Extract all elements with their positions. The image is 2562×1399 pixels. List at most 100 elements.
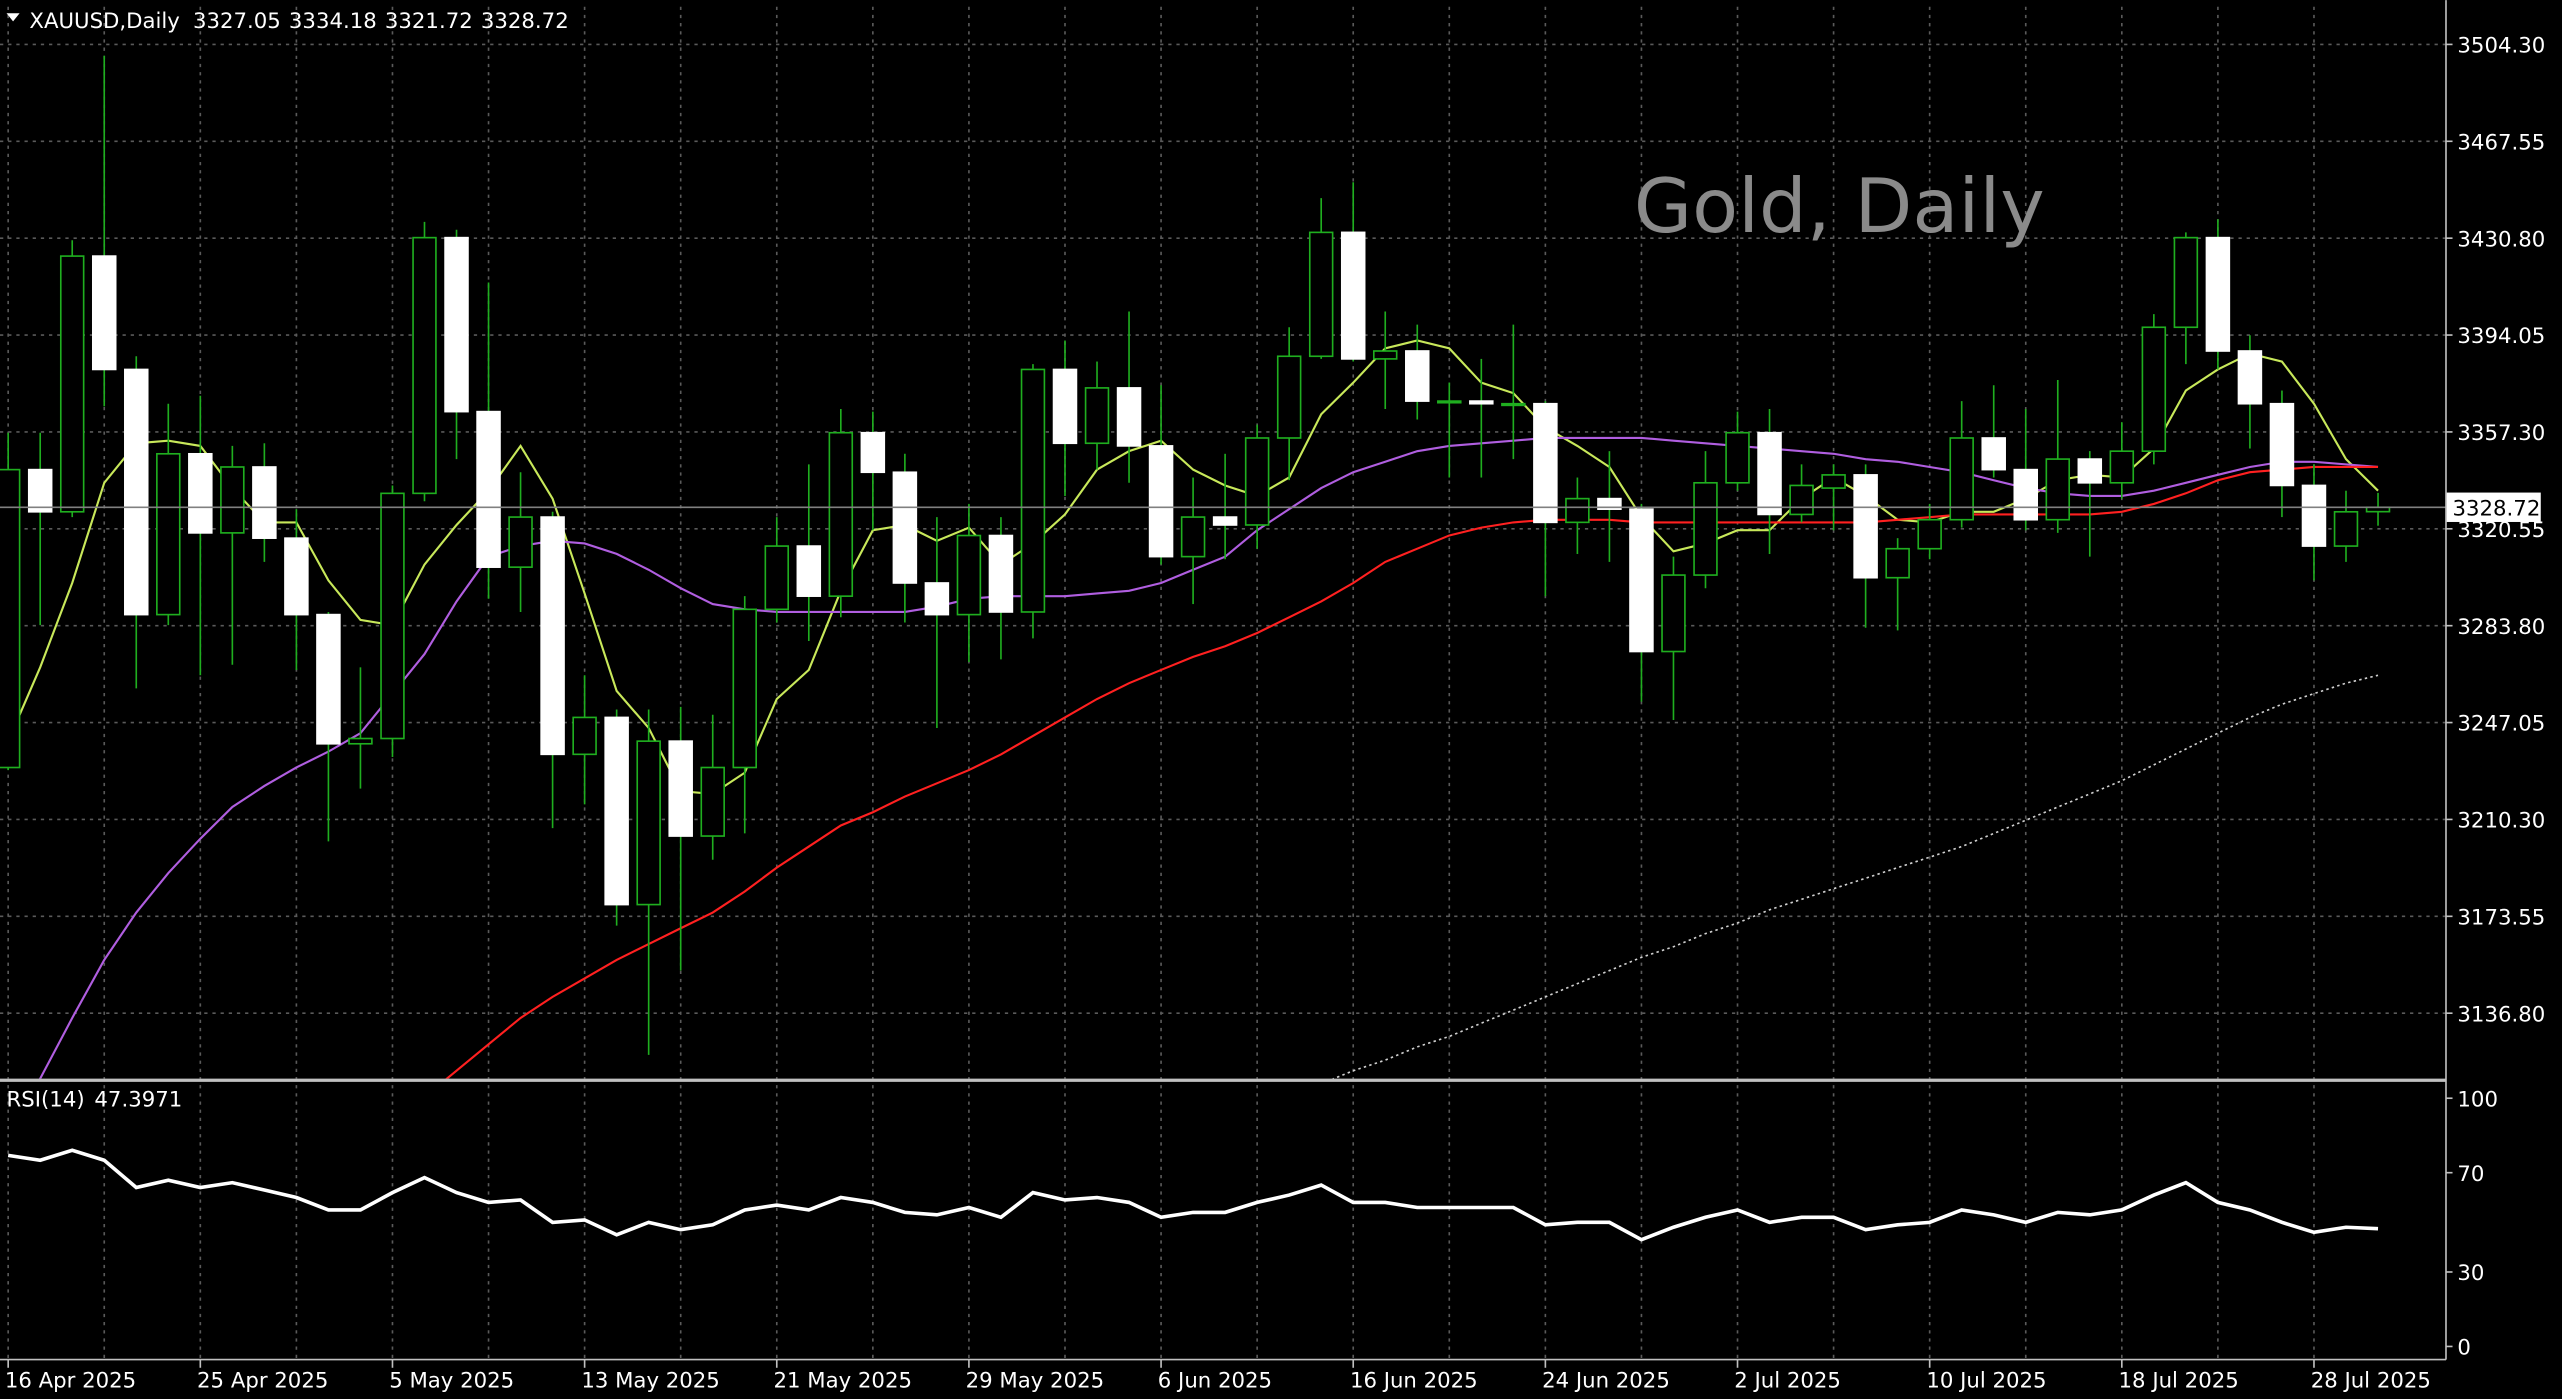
candle-body bbox=[2077, 458, 2103, 484]
candle-body bbox=[2109, 450, 2135, 484]
candle-body bbox=[284, 537, 309, 616]
candle-body bbox=[860, 431, 886, 474]
x-tick-label: 18 Jul 2025 bbox=[2119, 1368, 2239, 1393]
candle-body bbox=[764, 545, 790, 611]
y-tick-label: 3504.30 bbox=[2457, 34, 2545, 59]
y-tick-label: 3357.30 bbox=[2457, 421, 2545, 446]
candle-body bbox=[668, 740, 693, 837]
candle-body bbox=[1789, 484, 1814, 516]
current-price-box bbox=[2445, 492, 2541, 522]
y-tick-label: 3247.05 bbox=[2457, 712, 2545, 737]
candle-body bbox=[1212, 516, 1238, 526]
candle-body bbox=[444, 236, 469, 413]
high-value: 3334.18 bbox=[289, 9, 377, 34]
grid bbox=[0, 6, 2446, 1360]
candle-body bbox=[2013, 468, 2038, 521]
rsi-plot bbox=[7, 1148, 2379, 1242]
candle-body bbox=[1148, 445, 1174, 558]
y-tick-label: 3210.30 bbox=[2457, 809, 2545, 834]
y-tick-label: 3467.55 bbox=[2457, 130, 2545, 155]
y-tick-label: 30 bbox=[2457, 1261, 2484, 1286]
candle-body bbox=[1276, 355, 1302, 439]
candle-body bbox=[156, 452, 181, 616]
x-tick-label: 16 Apr 2025 bbox=[5, 1368, 136, 1393]
candle-body bbox=[1533, 402, 1558, 524]
y-tick-label: 3430.80 bbox=[2457, 227, 2545, 252]
candle-body bbox=[1308, 231, 1334, 358]
candle-body bbox=[348, 737, 373, 745]
x-tick-label: 21 May 2025 bbox=[774, 1368, 912, 1393]
candle-body bbox=[700, 766, 725, 837]
y-tick-label: 3320.55 bbox=[2457, 518, 2545, 543]
candle-body bbox=[732, 608, 757, 769]
candle-body bbox=[1405, 350, 1430, 402]
candle-body bbox=[2141, 326, 2167, 452]
y-tick-label: 100 bbox=[2457, 1087, 2498, 1112]
candle-body bbox=[1372, 350, 1398, 360]
candle-body bbox=[1981, 437, 2006, 471]
candle-body bbox=[1885, 547, 1910, 579]
rsi-header: RSI(14) 47.3971 bbox=[7, 1087, 183, 1112]
x-tick-label: 6 Jun 2025 bbox=[1158, 1368, 1272, 1393]
y-tick-label: 3136.80 bbox=[2457, 1002, 2545, 1027]
close-value: 3328.72 bbox=[481, 9, 569, 34]
current-price-label: 3328.72 bbox=[2453, 496, 2541, 521]
candle-body bbox=[220, 466, 245, 534]
candle-body bbox=[1661, 574, 1686, 653]
candle-body bbox=[892, 471, 918, 584]
candle-body bbox=[1597, 497, 1622, 510]
candle-body bbox=[2301, 484, 2327, 547]
rsi-line bbox=[7, 1148, 2379, 1242]
candle-body bbox=[2269, 402, 2295, 487]
symbol: XAUUSD,Daily bbox=[29, 9, 179, 34]
candle-body bbox=[1725, 431, 1750, 484]
x-tick-label: 16 Jun 2025 bbox=[1350, 1368, 1478, 1393]
candle-body bbox=[1020, 368, 1046, 613]
open-value: 3327.05 bbox=[193, 9, 281, 34]
candle-body bbox=[540, 516, 565, 756]
x-tick-label: 24 Jun 2025 bbox=[1542, 1368, 1670, 1393]
candle-body bbox=[124, 368, 149, 616]
candle-body bbox=[572, 716, 597, 756]
candle-body bbox=[1469, 400, 1494, 405]
watermark: Gold, Daily bbox=[1634, 162, 2045, 250]
candle-body bbox=[1949, 437, 1974, 521]
candle-body bbox=[316, 613, 341, 745]
x-tick-label: 2 Jul 2025 bbox=[1734, 1368, 1841, 1393]
candle-body bbox=[1180, 516, 1206, 558]
x-tick-label: 28 Jul 2025 bbox=[2311, 1368, 2431, 1393]
candle-body bbox=[1917, 518, 1942, 550]
x-tick-label: 5 May 2025 bbox=[389, 1368, 514, 1393]
candle-body bbox=[1084, 387, 1110, 445]
candle-body bbox=[476, 410, 501, 568]
candle-body bbox=[1340, 231, 1366, 360]
candle-body bbox=[188, 452, 213, 534]
menu-arrow bbox=[6, 13, 20, 22]
candle-body bbox=[27, 468, 53, 513]
candle-body bbox=[252, 466, 277, 539]
candle-body bbox=[2333, 510, 2359, 547]
candle-body bbox=[1629, 508, 1654, 653]
price-plot bbox=[0, 55, 2446, 1079]
y-tick-label: 70 bbox=[2457, 1162, 2484, 1187]
x-tick-label: 13 May 2025 bbox=[581, 1368, 719, 1393]
chart-header: XAUUSD,Daily 3327.05 3334.18 3321.72 3328.72 bbox=[29, 9, 568, 34]
candle-body bbox=[1757, 431, 1782, 516]
candle-body bbox=[796, 545, 822, 597]
candle-body bbox=[828, 431, 854, 597]
candle-body bbox=[2045, 458, 2071, 521]
candle-body bbox=[636, 740, 661, 906]
candle-body bbox=[59, 255, 85, 513]
candle-body bbox=[1821, 474, 1846, 489]
rsi-title: RSI(14) bbox=[7, 1087, 85, 1112]
candle-body bbox=[0, 468, 21, 769]
y-tick-label: 3173.55 bbox=[2457, 905, 2545, 930]
candle-body bbox=[2237, 350, 2263, 405]
axes: 3136.80 3173.55 3210.30 3247.05 3283.80 3320.… bbox=[5, 34, 2545, 1394]
candle-body bbox=[1244, 437, 1270, 526]
candle-body bbox=[924, 582, 950, 616]
candle-body bbox=[1116, 387, 1142, 447]
rsi-value: 47.3971 bbox=[94, 1087, 182, 1112]
